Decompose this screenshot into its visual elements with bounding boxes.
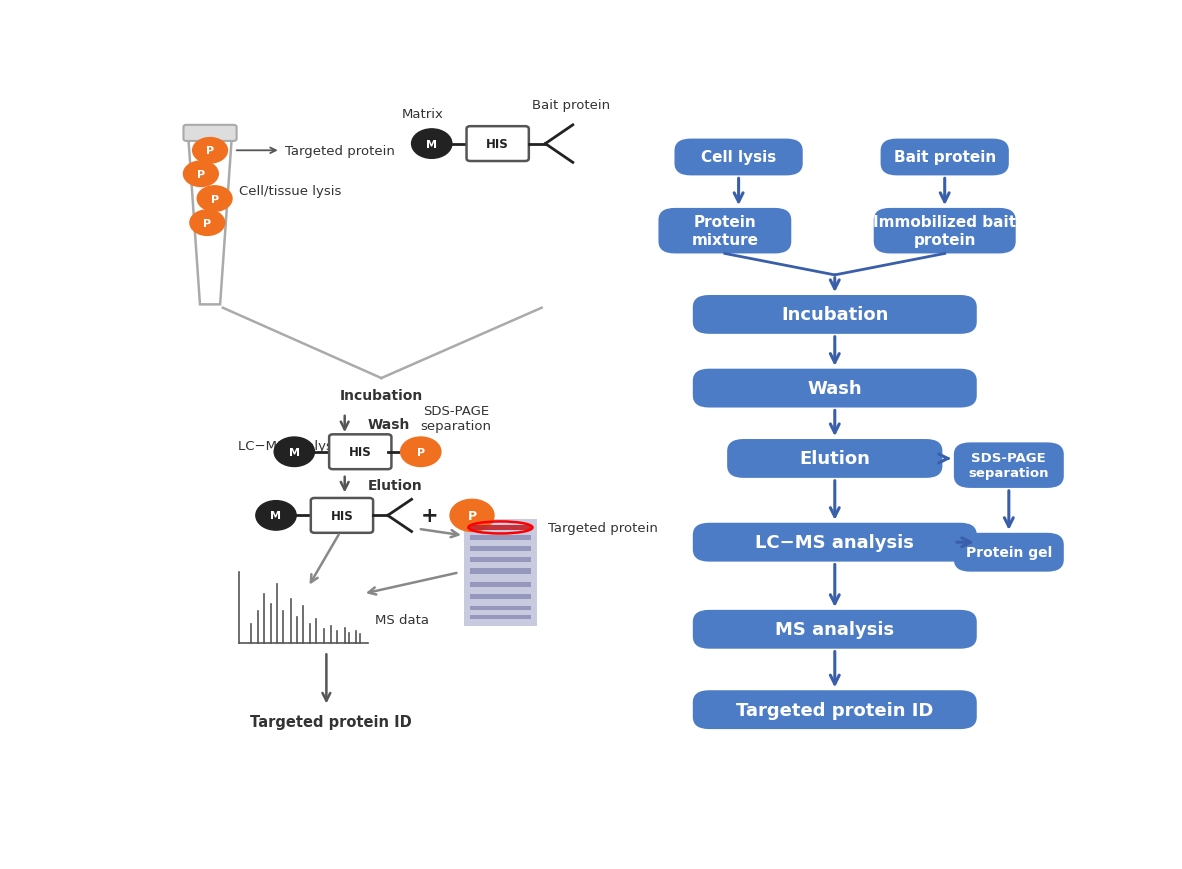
FancyBboxPatch shape: [954, 534, 1064, 572]
Text: Cell lysis: Cell lysis: [701, 150, 777, 165]
FancyBboxPatch shape: [954, 443, 1064, 488]
Text: LC−MS analysis: LC−MS analysis: [755, 534, 914, 552]
Text: Matrix: Matrix: [402, 108, 443, 121]
FancyBboxPatch shape: [873, 209, 1015, 254]
Text: Immobilized bait
protein: Immobilized bait protein: [873, 216, 1017, 248]
Circle shape: [183, 162, 219, 187]
Text: P: P: [197, 169, 204, 180]
FancyBboxPatch shape: [470, 594, 531, 600]
Circle shape: [193, 138, 227, 164]
Text: Elution: Elution: [799, 450, 870, 468]
Text: M: M: [271, 511, 281, 521]
Text: P: P: [206, 146, 214, 156]
FancyBboxPatch shape: [470, 525, 531, 530]
Text: Targeted protein: Targeted protein: [285, 144, 395, 157]
Circle shape: [255, 501, 297, 530]
Text: SDS-PAGE
separation: SDS-PAGE separation: [968, 452, 1050, 480]
Text: P: P: [467, 509, 476, 522]
FancyBboxPatch shape: [727, 440, 942, 478]
FancyBboxPatch shape: [183, 126, 236, 142]
Text: Elution: Elution: [368, 478, 422, 492]
Text: HIS: HIS: [349, 446, 371, 459]
FancyBboxPatch shape: [693, 369, 976, 408]
Text: Incubation: Incubation: [781, 306, 889, 324]
FancyBboxPatch shape: [329, 434, 391, 469]
Text: HIS: HIS: [486, 138, 509, 151]
Text: Protein
mixture: Protein mixture: [691, 216, 759, 248]
Text: SDS-PAGE
separation: SDS-PAGE separation: [421, 405, 492, 433]
Text: M: M: [288, 448, 300, 457]
FancyBboxPatch shape: [693, 691, 976, 729]
FancyBboxPatch shape: [311, 499, 374, 534]
FancyBboxPatch shape: [470, 525, 531, 530]
Circle shape: [190, 210, 225, 236]
Text: P: P: [210, 195, 219, 204]
Text: Targeted protein: Targeted protein: [548, 521, 658, 534]
Text: Incubation: Incubation: [339, 388, 423, 402]
FancyBboxPatch shape: [467, 127, 528, 162]
FancyBboxPatch shape: [470, 547, 531, 551]
Text: Wash: Wash: [807, 380, 862, 398]
Text: MS data: MS data: [375, 613, 429, 626]
Text: Targeted protein ID: Targeted protein ID: [736, 701, 934, 719]
FancyBboxPatch shape: [693, 523, 976, 562]
Text: Wash: Wash: [368, 417, 410, 431]
FancyBboxPatch shape: [470, 568, 531, 574]
Polygon shape: [188, 135, 232, 305]
Circle shape: [411, 129, 452, 159]
Text: Cell/tissue lysis: Cell/tissue lysis: [239, 185, 342, 198]
FancyBboxPatch shape: [658, 209, 791, 254]
FancyBboxPatch shape: [693, 610, 976, 649]
Text: P: P: [203, 218, 212, 229]
Text: MS analysis: MS analysis: [775, 620, 895, 639]
FancyBboxPatch shape: [470, 557, 531, 562]
Text: Bait protein: Bait protein: [894, 150, 996, 165]
Text: P: P: [417, 448, 424, 457]
Text: Bait protein: Bait protein: [532, 99, 610, 112]
Circle shape: [197, 187, 232, 212]
Text: Protein gel: Protein gel: [966, 546, 1052, 560]
FancyBboxPatch shape: [693, 295, 976, 335]
FancyBboxPatch shape: [463, 519, 537, 627]
FancyBboxPatch shape: [470, 607, 531, 610]
Text: HIS: HIS: [331, 509, 353, 522]
FancyBboxPatch shape: [470, 615, 531, 620]
FancyBboxPatch shape: [881, 139, 1008, 176]
Text: LC−MS analysis: LC−MS analysis: [238, 439, 343, 452]
Circle shape: [274, 437, 314, 467]
Text: +: +: [421, 506, 439, 526]
FancyBboxPatch shape: [675, 139, 803, 176]
Circle shape: [450, 500, 494, 532]
Circle shape: [401, 437, 441, 467]
Text: M: M: [427, 139, 437, 149]
FancyBboxPatch shape: [470, 583, 531, 587]
Text: Targeted protein ID: Targeted protein ID: [251, 713, 411, 729]
FancyBboxPatch shape: [470, 536, 531, 541]
